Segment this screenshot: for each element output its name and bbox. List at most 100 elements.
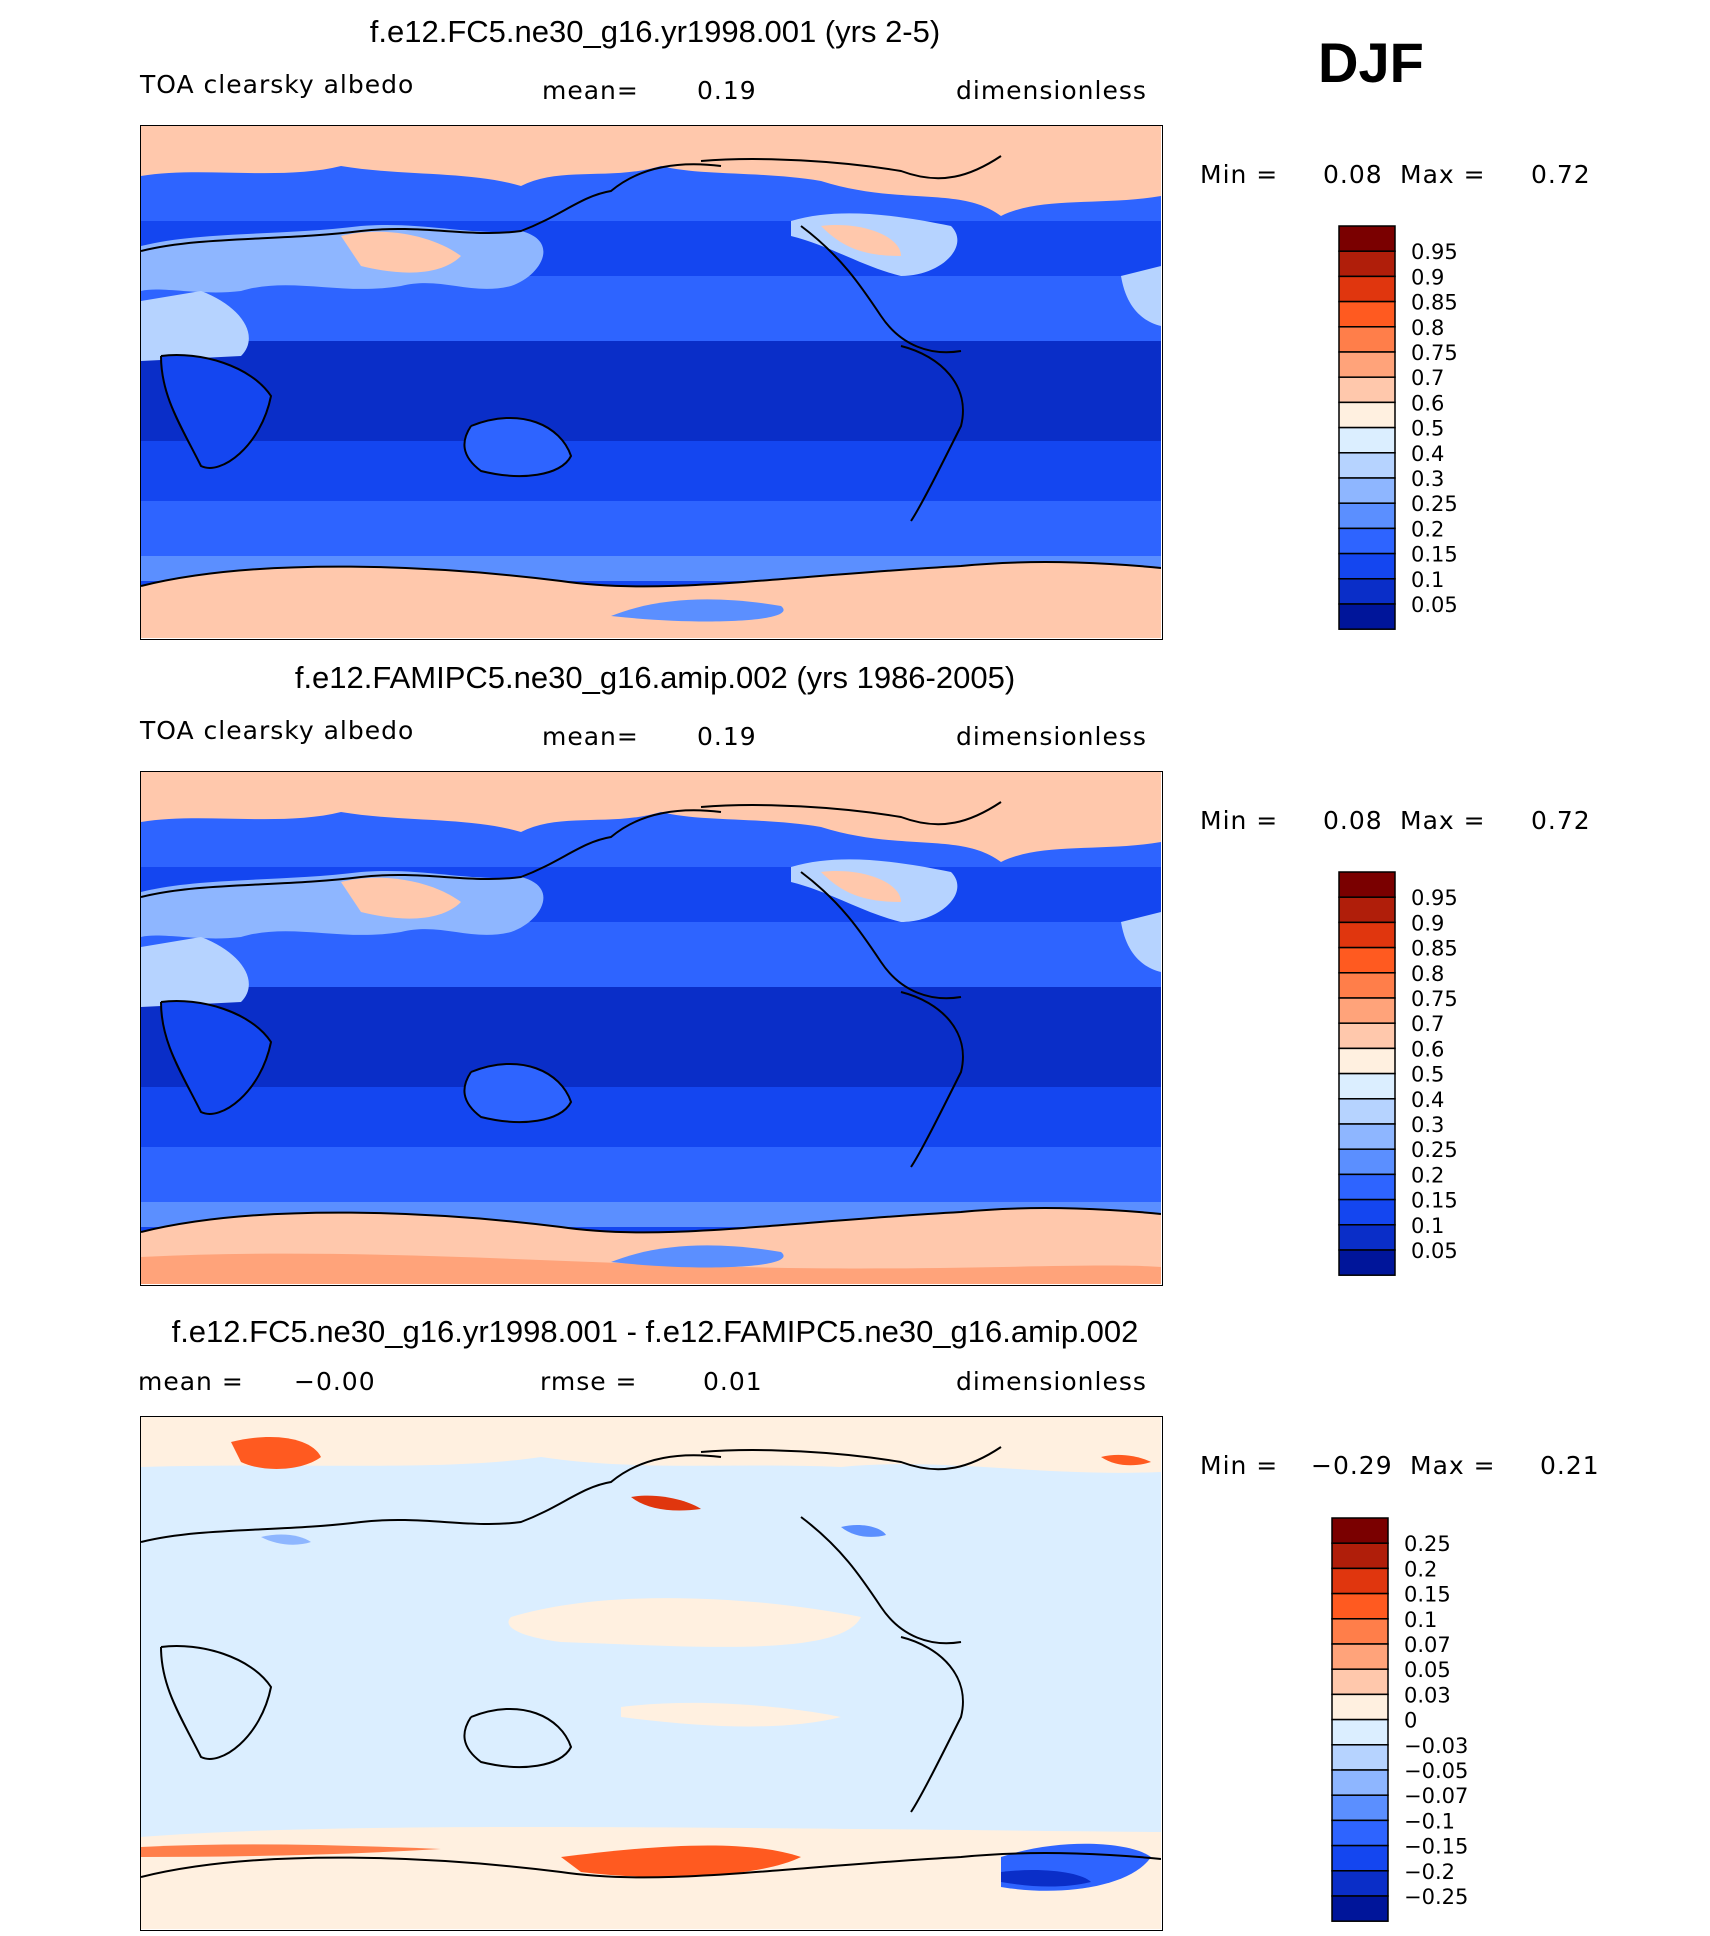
colorbar-swatch <box>1338 603 1396 630</box>
panel-2-map-svg <box>141 772 1161 1284</box>
panel-1-colorbar-svg: 0.950.90.850.80.750.70.60.50.40.30.250.2… <box>1338 225 1458 630</box>
panel-2-units: dimensionless <box>956 722 1147 751</box>
panel-2-map <box>140 771 1163 1286</box>
colorbar-tick-label: 0.9 <box>1411 265 1444 289</box>
colorbar-tick-label: 0.2 <box>1404 1557 1437 1581</box>
colorbar-tick-label: 0.9 <box>1411 911 1444 935</box>
colorbar-swatch <box>1338 477 1396 504</box>
colorbar-tick-label: 0.05 <box>1404 1658 1451 1682</box>
colorbar-swatch <box>1338 946 1396 974</box>
colorbar-swatch <box>1331 1870 1389 1897</box>
colorbar-tick-label: 0.25 <box>1411 1138 1458 1162</box>
colorbar-tick-label: 0.95 <box>1411 886 1458 910</box>
colorbar-swatch <box>1331 1592 1389 1620</box>
colorbar-tick-label: 0.15 <box>1411 1189 1458 1213</box>
colorbar-swatch <box>1338 997 1396 1024</box>
colorbar-tick-label: 0 <box>1404 1709 1417 1733</box>
colorbar-tick-label: −0.1 <box>1404 1809 1455 1833</box>
colorbar-swatch <box>1338 1198 1396 1226</box>
panel-2-title: f.e12.FAMIPC5.ne30_g16.amip.002 (yrs 198… <box>294 660 1016 695</box>
colorbar-tick-label: 0.75 <box>1411 987 1458 1011</box>
colorbar-swatch <box>1331 1693 1389 1721</box>
colorbar-tick-label: −0.2 <box>1404 1860 1455 1884</box>
colorbar-swatch <box>1338 1224 1396 1251</box>
panel-2-colorbar: 0.95 0.9 0.85 0.8 0.75 0.7 0.6 0.5 0.4 0.3 0.25 0.2… <box>1337 870 1567 1285</box>
colorbar-swatch <box>1338 972 1396 999</box>
colorbar-swatch <box>1338 326 1396 353</box>
colorbar-swatch <box>1331 1744 1389 1771</box>
colorbar-tick-label: 0.05 <box>1411 1239 1458 1263</box>
colorbar-swatch <box>1338 452 1396 479</box>
panel-2-colorbar-svg: 0.950.90.850.80.750.70.60.50.40.30.250.2… <box>1338 871 1458 1276</box>
colorbar-tick-label: 0.3 <box>1411 1113 1444 1137</box>
colorbar-tick-label: 0.15 <box>1404 1583 1451 1607</box>
panel-3-max-label: Max = <box>1410 1451 1496 1480</box>
panel-1-variable: TOA clearsky albedo <box>140 70 415 99</box>
panel-2-min-label: Min = <box>1200 806 1279 835</box>
colorbar-tick-label: 0.25 <box>1411 492 1458 516</box>
colorbar-swatch <box>1331 1718 1389 1746</box>
panel-1-max-value: 0.72 <box>1531 160 1591 189</box>
panel-3-min-label: Min = <box>1200 1451 1279 1480</box>
colorbar-swatch <box>1338 225 1396 252</box>
colorbar-tick-label: −0.07 <box>1404 1784 1468 1808</box>
colorbar-swatch <box>1338 275 1396 303</box>
colorbar-tick-label: 0.7 <box>1411 366 1444 390</box>
colorbar-swatch <box>1338 1072 1396 1100</box>
colorbar-tick-label: 0.2 <box>1411 1163 1444 1187</box>
colorbar-swatch <box>1338 1148 1396 1176</box>
colorbar-tick-label: −0.25 <box>1404 1885 1468 1909</box>
panel-2-max-value: 0.72 <box>1531 806 1591 835</box>
colorbar-swatch <box>1331 1844 1389 1872</box>
colorbar-swatch <box>1338 1047 1396 1075</box>
colorbar-swatch <box>1338 1123 1396 1150</box>
colorbar-swatch <box>1338 896 1396 924</box>
colorbar-tick-label: 0.5 <box>1411 1063 1444 1087</box>
panel-1-min-value: 0.08 <box>1323 160 1383 189</box>
panel-3-rmse-value: 0.01 <box>703 1367 763 1396</box>
colorbar-swatch <box>1338 1022 1396 1050</box>
panel-3-min-value: −0.29 <box>1311 1451 1393 1480</box>
colorbar-swatch <box>1338 871 1396 898</box>
colorbar-swatch <box>1331 1668 1389 1696</box>
colorbar-swatch <box>1338 1249 1396 1276</box>
panel-2-max-label: Max = <box>1400 806 1486 835</box>
panel-1-units: dimensionless <box>956 76 1147 105</box>
colorbar-tick-label: 0.2 <box>1411 517 1444 541</box>
colorbar-tick-label: 0.85 <box>1411 291 1458 315</box>
colorbar-swatch <box>1338 300 1396 328</box>
colorbar-swatch <box>1331 1769 1389 1796</box>
panel-3-map <box>140 1416 1163 1931</box>
colorbar-swatch <box>1338 552 1396 580</box>
colorbar-tick-label: 0.8 <box>1411 962 1444 986</box>
colorbar-tick-label: 0.1 <box>1411 1214 1444 1238</box>
colorbar-tick-label: 0.4 <box>1411 1088 1444 1112</box>
colorbar-tick-label: 0.85 <box>1411 937 1458 961</box>
colorbar-swatch <box>1338 401 1396 429</box>
panel-1-map <box>140 125 1163 640</box>
panel-2-variable: TOA clearsky albedo <box>140 716 415 745</box>
colorbar-swatch <box>1338 527 1396 555</box>
colorbar-swatch <box>1338 426 1396 454</box>
colorbar-swatch <box>1331 1542 1389 1570</box>
colorbar-tick-label: 0.3 <box>1411 467 1444 491</box>
colorbar-tick-label: 0.8 <box>1411 316 1444 340</box>
panel-1-title: f.e12.FC5.ne30_g16.yr1998.001 (yrs 2-5) <box>369 14 941 49</box>
colorbar-tick-label: 0.5 <box>1411 417 1444 441</box>
panel-3-rmse-label: rmse = <box>540 1367 638 1396</box>
colorbar-tick-label: 0.03 <box>1404 1683 1451 1707</box>
panel-1-mean-value: 0.19 <box>697 76 757 105</box>
colorbar-swatch <box>1338 250 1396 278</box>
colorbar-swatch <box>1331 1517 1389 1544</box>
panel-2-mean-value: 0.19 <box>697 722 757 751</box>
panel-3-units: dimensionless <box>956 1367 1147 1396</box>
panel-2-mean-label: mean= <box>542 722 639 751</box>
colorbar-swatch <box>1338 502 1396 530</box>
colorbar-tick-label: 0.6 <box>1411 391 1444 415</box>
colorbar-swatch <box>1338 376 1396 404</box>
colorbar-swatch <box>1331 1895 1389 1922</box>
panel-1-colorbar: 0.95 0.9 0.85 0.8 0.75 0.7 0.6 0.5 0.4 0.3 0.25 0.2… <box>1337 224 1567 639</box>
colorbar-swatch <box>1338 578 1396 605</box>
colorbar-tick-label: −0.05 <box>1404 1759 1468 1783</box>
panel-1-map-svg <box>141 126 1161 638</box>
